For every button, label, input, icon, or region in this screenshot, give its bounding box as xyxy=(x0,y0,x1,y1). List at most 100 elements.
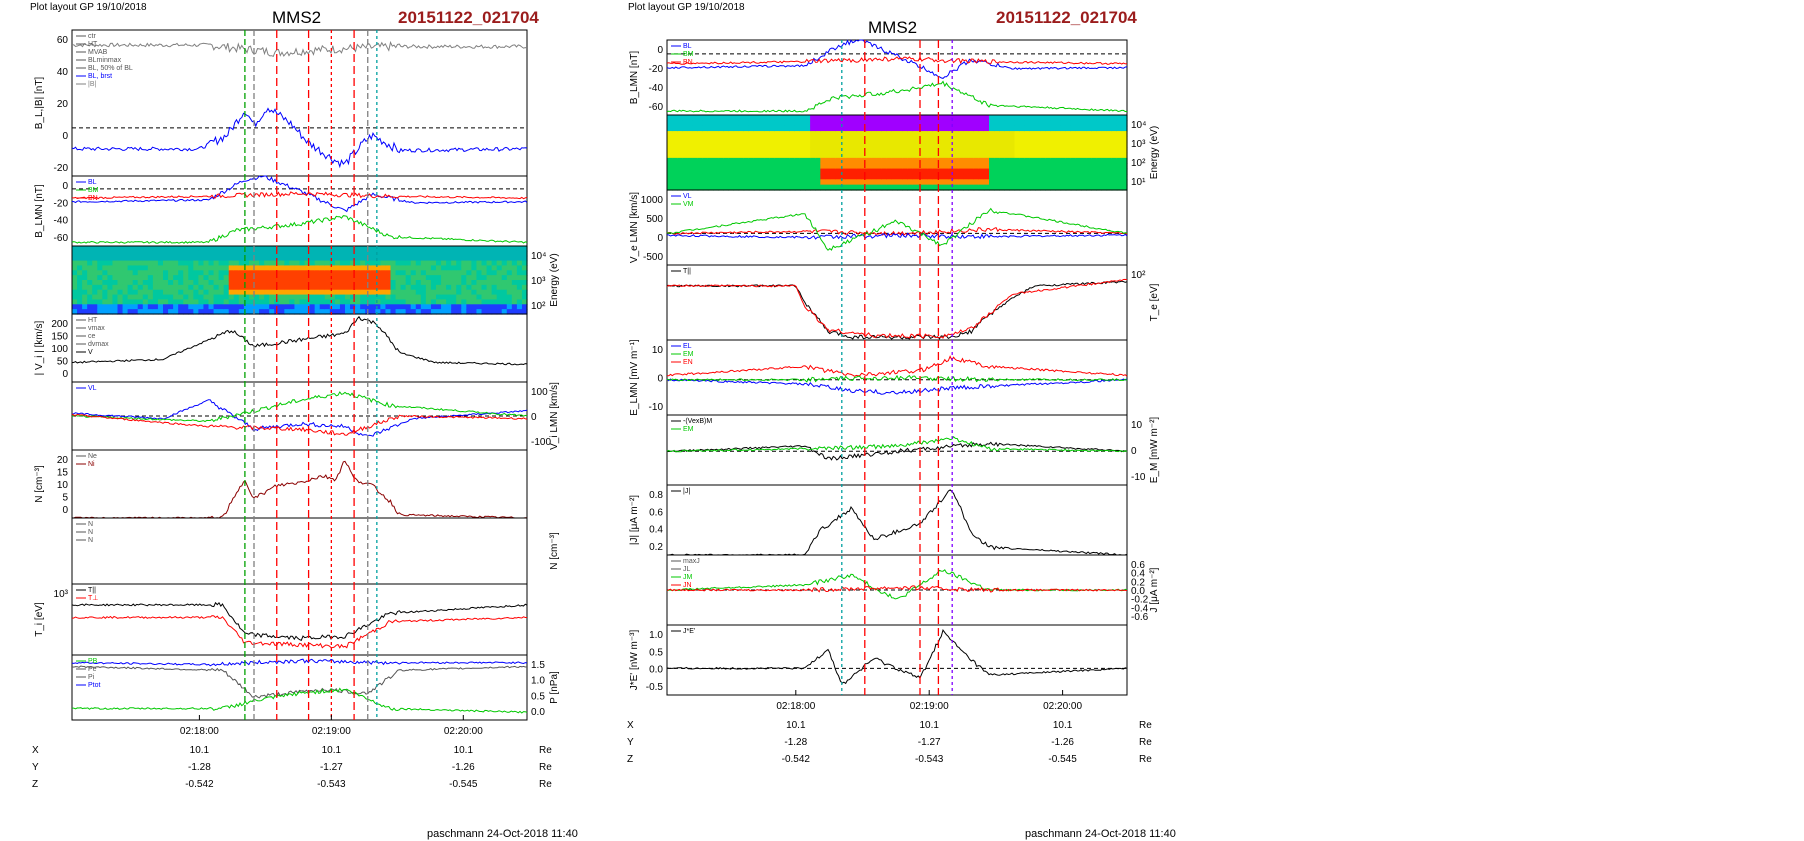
spectrogram-cell xyxy=(707,131,714,138)
spectrogram-cell xyxy=(168,246,174,252)
spectrogram-cell xyxy=(953,147,959,154)
y-tick-label: -0.6 xyxy=(1131,612,1149,623)
spectrogram-cell xyxy=(917,141,924,148)
spectrogram-cell xyxy=(891,120,898,127)
spectrogram-cell xyxy=(713,115,719,121)
spectrogram-cell xyxy=(107,250,114,257)
spectrogram-cell xyxy=(77,304,83,310)
spectrogram-cell xyxy=(339,284,346,291)
spectrogram-cell xyxy=(289,299,296,305)
spectrogram-cell xyxy=(314,284,321,291)
spectrogram-cell xyxy=(1070,173,1077,180)
spectrogram-cell xyxy=(753,157,760,164)
spectrogram-cell xyxy=(697,141,704,148)
spectrogram-cell xyxy=(692,184,699,191)
spectrogram-cell xyxy=(248,309,255,315)
spectrogram-cell xyxy=(284,270,290,276)
spectrogram-cell xyxy=(163,309,169,315)
spectrogram-cell xyxy=(284,280,290,286)
legend-label: BM xyxy=(88,187,99,194)
spectrogram-cell xyxy=(213,246,220,252)
spectrogram-cell xyxy=(861,125,867,132)
spectrogram-cell xyxy=(912,115,919,121)
ephemeris-value: -1.28 xyxy=(784,737,807,748)
spectrogram-cell xyxy=(193,270,199,276)
panel-frame xyxy=(666,264,1128,341)
spectrogram-cell xyxy=(314,309,321,315)
spectrogram-cell xyxy=(299,275,306,281)
ephemeris-unit: Re xyxy=(1139,720,1152,731)
spectrogram-cell xyxy=(284,265,290,271)
spectrogram-cell xyxy=(137,246,144,252)
spectrogram-cell xyxy=(521,275,528,281)
spectrogram-cell xyxy=(481,275,488,281)
spectrogram-cell xyxy=(932,152,939,159)
spectrogram-cell xyxy=(1009,184,1016,191)
spectrogram-cell xyxy=(324,304,331,310)
spectrogram-cell xyxy=(243,294,250,301)
spectrogram-cell xyxy=(405,289,412,296)
y-tick-label: 10⁴ xyxy=(531,251,546,262)
series-BN xyxy=(71,191,528,200)
spectrogram-cell xyxy=(420,250,427,257)
spectrogram-cell xyxy=(891,136,898,143)
spectrogram-cell xyxy=(173,250,179,257)
spectrogram-cell xyxy=(334,246,341,252)
series-|B| xyxy=(71,40,528,58)
spectrogram-cell xyxy=(309,265,316,271)
spectrogram-cell xyxy=(738,131,745,138)
spectrogram-cell xyxy=(107,309,114,315)
spectrogram-cell xyxy=(1019,115,1026,121)
spectrogram-cell xyxy=(983,120,990,127)
spectrogram-cell xyxy=(845,179,852,186)
spectrogram-cell xyxy=(1009,147,1016,154)
spectrogram-cell xyxy=(102,260,108,267)
spectrogram-cell xyxy=(728,125,735,132)
spectrogram-cell xyxy=(122,265,129,271)
spectrogram-cell xyxy=(410,246,417,252)
spectrogram-cell xyxy=(851,136,857,143)
spectrogram-cell xyxy=(345,246,351,252)
spectrogram-cell xyxy=(385,255,392,262)
spectrogram-cell xyxy=(350,250,356,257)
spectrogram-cell xyxy=(886,141,893,148)
ephemeris-value: 10.1 xyxy=(786,720,806,731)
spectrogram-cell xyxy=(759,168,765,175)
spectrogram-cell xyxy=(314,304,321,310)
spectrogram-cell xyxy=(259,270,265,276)
spectrogram-cell xyxy=(1086,168,1092,175)
spectrogram-cell xyxy=(1096,179,1103,186)
spectrogram-cell xyxy=(441,299,447,305)
spectrogram-cell xyxy=(137,255,144,262)
spectrogram-cell xyxy=(223,299,230,305)
series-BM xyxy=(666,80,1127,113)
spectrogram-cell xyxy=(1086,147,1092,154)
spectrogram-cell xyxy=(1065,141,1072,148)
spectrogram-cell xyxy=(738,157,745,164)
spectrogram-cell xyxy=(963,131,970,138)
spectrogram-cell xyxy=(122,255,129,262)
spectrogram-cell xyxy=(243,275,250,281)
legend-label: HT xyxy=(88,317,98,324)
spectrogram-cell xyxy=(97,299,103,305)
spectrogram-cell xyxy=(112,299,119,305)
spectrogram-cell xyxy=(501,265,508,271)
spectrogram-cell xyxy=(238,255,245,262)
spectrogram-cell xyxy=(254,299,260,305)
panel-8: 1.00.50.0-0.5J*E' [nW m⁻³] J*E' xyxy=(629,624,1128,696)
y-tick-label: 10 xyxy=(1131,420,1143,431)
spectrogram-cell xyxy=(188,304,194,310)
spectrogram-cell xyxy=(400,284,407,291)
spectrogram-cell xyxy=(203,265,210,271)
spectrogram-cell xyxy=(805,141,811,148)
spectrogram-cell xyxy=(994,131,1000,138)
spectrogram-cell xyxy=(456,265,462,271)
spectrogram-cell xyxy=(932,131,939,138)
spectrogram-cell xyxy=(728,131,735,138)
spectrogram-cell xyxy=(733,147,740,154)
spectrogram-cell xyxy=(815,168,821,175)
spectrogram-cell xyxy=(948,120,954,127)
spectrogram-cell xyxy=(677,125,683,132)
legend-label: HT xyxy=(88,41,98,48)
spectrogram-cell xyxy=(886,157,893,164)
